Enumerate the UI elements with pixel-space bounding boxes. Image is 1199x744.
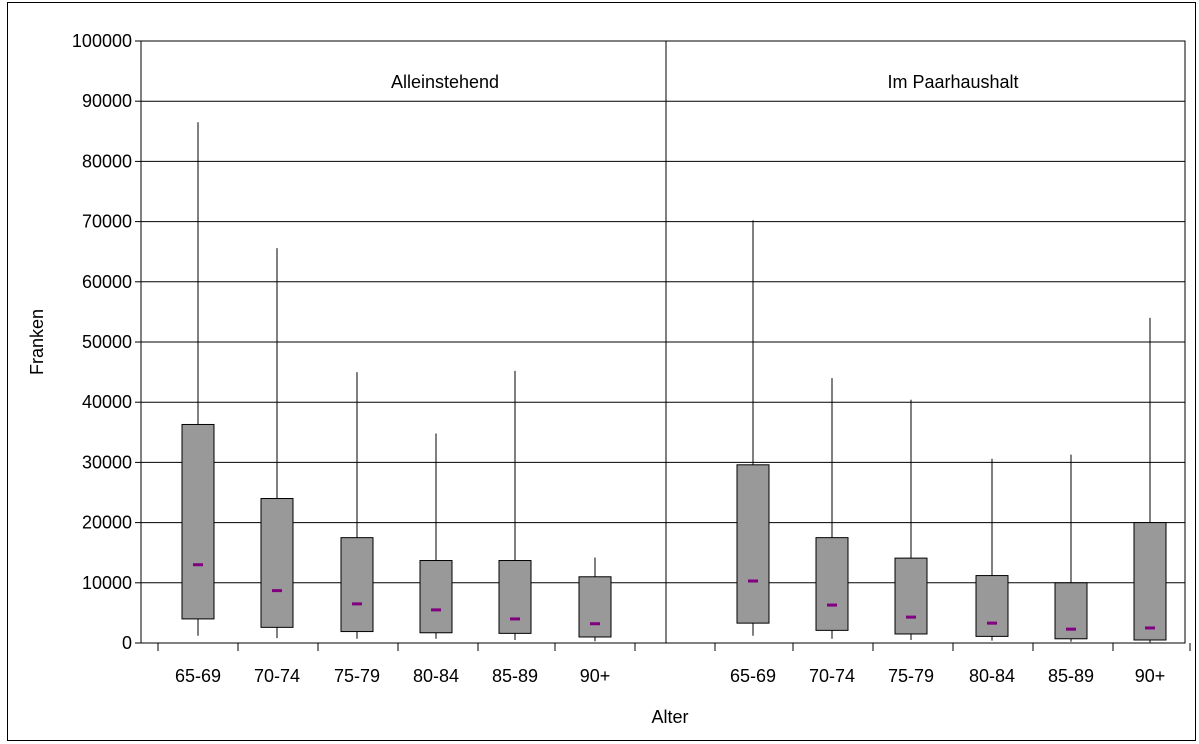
box [260, 498, 294, 628]
x-tick-label: 85-89 [1048, 666, 1094, 686]
x-tick-label: 80-84 [969, 666, 1015, 686]
x-tick-label: 70-74 [809, 666, 855, 686]
x-tick-label: 75-79 [334, 666, 380, 686]
x-tick-label: 65-69 [175, 666, 221, 686]
box [419, 560, 453, 634]
x-tick-label: 75-79 [888, 666, 934, 686]
box [894, 557, 928, 635]
y-tick-label: 10000 [82, 573, 132, 593]
x-tick-label: 90+ [580, 666, 611, 686]
y-tick-label: 90000 [82, 91, 132, 111]
x-tick-label: 70-74 [254, 666, 300, 686]
gridlines [141, 100, 1185, 584]
y-tick-label: 70000 [82, 212, 132, 232]
x-tick-labels: 65-69 70-74 75-79 80-84 85-89 90+ 65-69 70-74 75… [175, 666, 1165, 686]
y-tick-label: 20000 [82, 513, 132, 533]
x-tick-label: 80-84 [413, 666, 459, 686]
boxes [181, 122, 1167, 643]
y-tick-label: 80000 [82, 151, 132, 171]
box [1133, 522, 1167, 641]
y-tick-label: 30000 [82, 452, 132, 472]
y-tick-label: 50000 [82, 332, 132, 352]
box [975, 575, 1009, 637]
y-axis-ticks: 0 10000 20000 30000 40000 50000 60000 70000 8000… [72, 31, 141, 653]
y-tick-label: 40000 [82, 392, 132, 412]
x-tick-label: 85-89 [492, 666, 538, 686]
panel-titles: Alleinstehend Im Paarhaushalt [391, 72, 1019, 92]
y-tick-label: 100000 [72, 31, 132, 51]
box [340, 537, 374, 633]
x-axis-label: Alter [651, 707, 688, 727]
box [498, 560, 532, 634]
box [815, 537, 849, 631]
y-tick-label: 60000 [82, 272, 132, 292]
panel-title: Alleinstehend [391, 72, 499, 92]
box [736, 464, 770, 624]
y-tick-label: 0 [122, 633, 132, 653]
x-axis [157, 642, 1191, 651]
panel-title: Im Paarhaushalt [887, 72, 1018, 92]
box [578, 576, 612, 638]
x-tick-label: 65-69 [730, 666, 776, 686]
y-axis-label: Franken [27, 309, 47, 375]
box [181, 423, 215, 620]
x-tick-label: 90+ [1135, 666, 1166, 686]
